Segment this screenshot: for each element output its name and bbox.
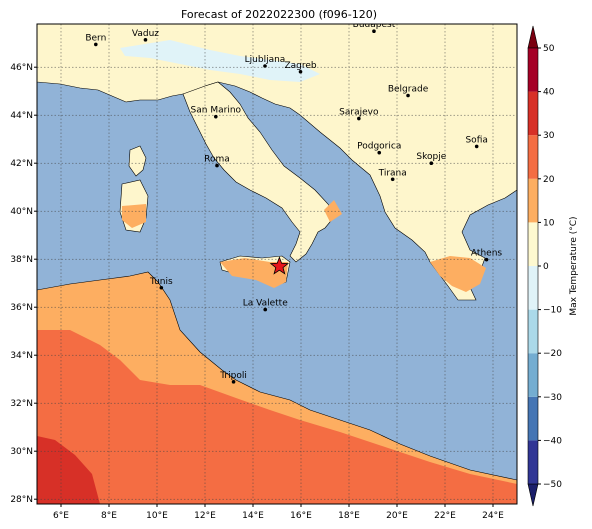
city-dot bbox=[429, 161, 434, 165]
lat-tick-label: 36°N bbox=[10, 303, 33, 313]
lon-tick-label: 18°E bbox=[338, 511, 360, 521]
colorbar-segment bbox=[528, 396, 538, 441]
city-label: Belgrade bbox=[388, 85, 429, 95]
land-italy bbox=[182, 81, 336, 263]
lon-tick-label: 14°E bbox=[242, 511, 264, 521]
colorbar-tick-label: 50 bbox=[543, 44, 555, 54]
city-dot bbox=[143, 38, 148, 42]
colorbar-tick-label: −10 bbox=[543, 306, 562, 316]
city-dot bbox=[406, 93, 410, 98]
warm-patch-sardinia bbox=[122, 204, 146, 228]
city-label: Budapest bbox=[353, 20, 396, 30]
land-europe bbox=[37, 24, 517, 301]
city-dot bbox=[298, 69, 303, 74]
colorbar-tick-label: −20 bbox=[543, 349, 562, 359]
map-frame bbox=[36, 23, 518, 505]
city-dot bbox=[372, 29, 376, 33]
city-label: Bern bbox=[85, 33, 106, 43]
city-label: Sofia bbox=[465, 135, 487, 145]
lat-tick-label: 46°N bbox=[10, 63, 33, 73]
city-dot bbox=[263, 307, 268, 312]
city-label: Skopje bbox=[416, 152, 446, 162]
lat-tick-label: 28°N bbox=[10, 495, 33, 505]
city-dot bbox=[94, 42, 98, 47]
city-dot bbox=[390, 177, 395, 182]
location-marker bbox=[269, 256, 290, 275]
colorbar-tick-label: 40 bbox=[543, 88, 555, 98]
city-dot bbox=[377, 150, 382, 155]
colorbar-tick-label: 0 bbox=[543, 262, 549, 272]
city-label: Podgorica bbox=[357, 142, 401, 152]
city-dot bbox=[231, 380, 236, 384]
lon-axis: 6°E 8°E 10°E 12°E 14°E 16°E 18°E 20°E 22°E 24°E bbox=[53, 504, 504, 521]
colorbar-segment bbox=[528, 91, 538, 136]
lat-tick-label: 44°N bbox=[10, 111, 33, 121]
colorbar-segment bbox=[528, 266, 538, 310]
lon-tick-label: 8°E bbox=[101, 511, 117, 521]
colorbar-tick-label: −40 bbox=[543, 436, 562, 446]
warm-patch-greece bbox=[430, 256, 486, 292]
colorbar-tick-label: 10 bbox=[543, 218, 555, 228]
city-label: Vaduz bbox=[132, 29, 159, 39]
lat-tick-label: 40°N bbox=[10, 207, 33, 217]
city-dot bbox=[474, 144, 479, 149]
lon-tick-label: 6°E bbox=[53, 511, 69, 521]
lat-axis: 28°N 30°N 32°N 34°N 36°N 38°N 40°N 42°N 44°N 46°N bbox=[10, 63, 37, 505]
lat-tick-label: 32°N bbox=[10, 399, 33, 409]
city-dot bbox=[484, 257, 489, 262]
star-icon bbox=[269, 256, 290, 275]
city-label: Tunis bbox=[149, 277, 173, 287]
lat-tick-label: 30°N bbox=[10, 447, 33, 457]
colorbar-tick-label: 20 bbox=[543, 175, 555, 185]
lon-tick-label: 10°E bbox=[146, 511, 168, 521]
lat-tick-label: 38°N bbox=[10, 255, 33, 265]
colorbar: −50 −40 −30 −20 −10 0 10 20 30 40 50 bbox=[527, 25, 562, 507]
lat-tick-label: 34°N bbox=[10, 351, 33, 361]
city-dot bbox=[263, 64, 267, 68]
colorbar-segment bbox=[528, 309, 538, 354]
lon-tick-label: 12°E bbox=[194, 511, 216, 521]
cool-alps bbox=[120, 40, 320, 82]
africa-warm-band bbox=[37, 330, 517, 504]
colorbar-segment bbox=[528, 353, 538, 397]
city-label: Sarajevo bbox=[339, 108, 379, 118]
africa-hot-band bbox=[37, 436, 100, 504]
colorbar-tick-label: 30 bbox=[543, 131, 555, 141]
colorbar-segment bbox=[528, 222, 538, 266]
colorbar-tick-label: −50 bbox=[543, 480, 562, 490]
city-label: Zagreb bbox=[284, 61, 316, 71]
city-dot bbox=[214, 114, 218, 119]
colorbar-under-arrow bbox=[527, 483, 539, 507]
lon-tick-label: 16°E bbox=[290, 511, 312, 521]
colorbar-label: Max Temperature (°C) bbox=[569, 216, 579, 315]
colorbar-tick-label: −30 bbox=[543, 393, 562, 403]
colorbar-over-arrow bbox=[527, 25, 539, 49]
city-label: San Marino bbox=[191, 106, 242, 116]
figure-title: Forecast of 2022022300 (f096-120) bbox=[181, 8, 377, 21]
city-label: Roma bbox=[204, 155, 230, 165]
city-dot bbox=[215, 163, 219, 168]
city-dot bbox=[159, 285, 164, 290]
lat-tick-label: 42°N bbox=[10, 159, 33, 169]
city-label: Athens bbox=[471, 249, 502, 259]
lon-tick-label: 24°E bbox=[482, 511, 504, 521]
warm-patch-sicily bbox=[220, 258, 288, 288]
colorbar-segment bbox=[528, 135, 538, 179]
city-label: Ljubljana bbox=[245, 55, 286, 65]
lon-tick-label: 22°E bbox=[434, 511, 456, 521]
warm-patch-calabria bbox=[324, 200, 342, 222]
colorbar-segment bbox=[528, 178, 538, 223]
city-dot bbox=[357, 116, 361, 121]
colorbar-segment bbox=[528, 48, 538, 92]
city-label: La Valette bbox=[243, 299, 288, 309]
map-gridlines bbox=[37, 24, 517, 504]
city-label: Tripoli bbox=[219, 371, 247, 381]
lon-tick-label: 20°E bbox=[386, 511, 408, 521]
land-corsica bbox=[128, 145, 147, 177]
city-label: Tirana bbox=[378, 168, 407, 178]
colorbar-segment bbox=[528, 440, 538, 484]
